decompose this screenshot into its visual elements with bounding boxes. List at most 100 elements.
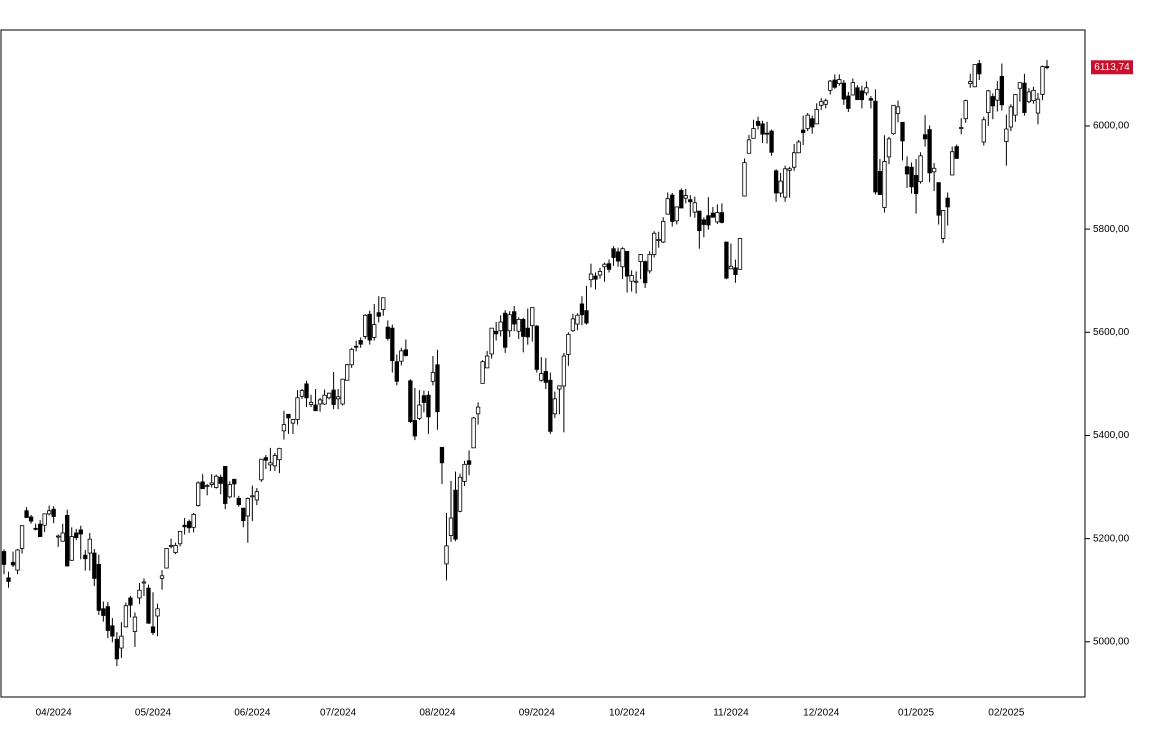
candle-body xyxy=(114,638,120,660)
candle-body xyxy=(399,350,404,362)
candle-body xyxy=(764,132,770,135)
candle-body xyxy=(471,417,476,449)
candle-body xyxy=(1017,82,1023,89)
x-tick-label: 11/2024 xyxy=(713,708,749,719)
candle-body xyxy=(376,312,381,317)
candle-body xyxy=(629,275,634,282)
candle-body xyxy=(746,139,752,154)
candle-body xyxy=(254,491,259,501)
candle-body xyxy=(710,212,716,218)
candle-body xyxy=(792,152,797,168)
x-tick-label: 01/2025 xyxy=(898,708,935,719)
x-tick-label: 06/2024 xyxy=(234,708,271,719)
candle-body xyxy=(688,199,693,203)
candle-body xyxy=(647,253,652,272)
candle-body xyxy=(363,314,368,337)
candle-body xyxy=(913,175,919,194)
candle-body xyxy=(593,275,598,280)
candle-body xyxy=(367,313,372,341)
candle-body xyxy=(308,402,314,405)
candle-body xyxy=(656,239,661,241)
candle-body xyxy=(69,536,74,561)
candle-body xyxy=(304,383,309,399)
candle-body xyxy=(1022,82,1027,113)
candle-body xyxy=(742,162,747,197)
y-tick-label: 6000,00 xyxy=(1093,121,1130,132)
candle-body xyxy=(96,564,101,611)
candle-body xyxy=(317,399,323,405)
candle-body xyxy=(47,510,52,515)
candle-body xyxy=(24,510,29,518)
candle-body xyxy=(286,413,291,419)
candle-body xyxy=(543,371,548,383)
candle-body xyxy=(1004,128,1009,142)
candle-body xyxy=(977,63,982,75)
plot-area xyxy=(0,29,1086,698)
candle-body xyxy=(394,361,399,382)
candle-body xyxy=(408,380,413,422)
candle-body xyxy=(516,318,521,332)
candle-body xyxy=(1031,89,1036,102)
candle-body xyxy=(200,481,205,489)
candle-body xyxy=(877,170,883,195)
candle-body xyxy=(837,79,842,85)
candle-body xyxy=(611,248,616,258)
candle-body xyxy=(1,551,7,565)
y-tick-label: 5400,00 xyxy=(1093,430,1130,441)
candle-body xyxy=(597,271,603,276)
candle-body xyxy=(214,475,219,488)
candle-body xyxy=(521,318,526,337)
candle-body xyxy=(787,168,792,171)
candle-body xyxy=(602,263,607,268)
candle-body xyxy=(557,385,562,390)
candle-body xyxy=(665,198,670,215)
candle-body xyxy=(28,516,34,522)
candle-body xyxy=(349,348,354,366)
candle-body xyxy=(128,597,133,606)
candle-body xyxy=(232,478,237,485)
candle-body xyxy=(588,273,594,281)
x-tick-label: 08/2024 xyxy=(419,708,456,719)
candle-body xyxy=(245,497,250,517)
candle-body xyxy=(403,349,408,356)
candle-body xyxy=(177,531,183,545)
candle-body xyxy=(453,489,458,540)
candle-body xyxy=(728,265,734,270)
candle-body xyxy=(819,101,824,106)
candle-body xyxy=(778,180,783,194)
candle-body xyxy=(227,484,232,498)
candle-body xyxy=(719,212,725,223)
candle-body xyxy=(475,406,481,415)
candle-body xyxy=(769,130,774,153)
candle-body xyxy=(909,166,914,188)
candle-body xyxy=(900,121,905,142)
candle-body xyxy=(480,361,485,384)
candle-body xyxy=(810,118,815,128)
candle-body xyxy=(236,497,241,505)
candle-body xyxy=(322,394,327,405)
candle-body xyxy=(92,552,97,579)
candle-body xyxy=(173,544,178,553)
candle-body xyxy=(570,318,576,332)
candle-body xyxy=(331,389,336,405)
last-price-box xyxy=(1091,60,1133,75)
candle-body xyxy=(950,151,955,176)
candle-body xyxy=(652,232,657,255)
candle-body xyxy=(579,303,585,316)
candle-body xyxy=(986,90,991,113)
y-tick-label: 5200,00 xyxy=(1093,533,1130,544)
candle-body xyxy=(715,212,720,223)
candle-body xyxy=(6,577,11,582)
candle-body xyxy=(299,390,305,397)
candle-body xyxy=(760,123,765,135)
candle-body xyxy=(552,398,557,415)
candle-body xyxy=(83,554,88,560)
candle-body xyxy=(724,241,729,279)
candle-body xyxy=(358,340,363,345)
candle-body xyxy=(141,581,147,584)
candle-body xyxy=(832,79,837,88)
candle-body xyxy=(855,87,860,101)
candle-body xyxy=(421,395,427,403)
